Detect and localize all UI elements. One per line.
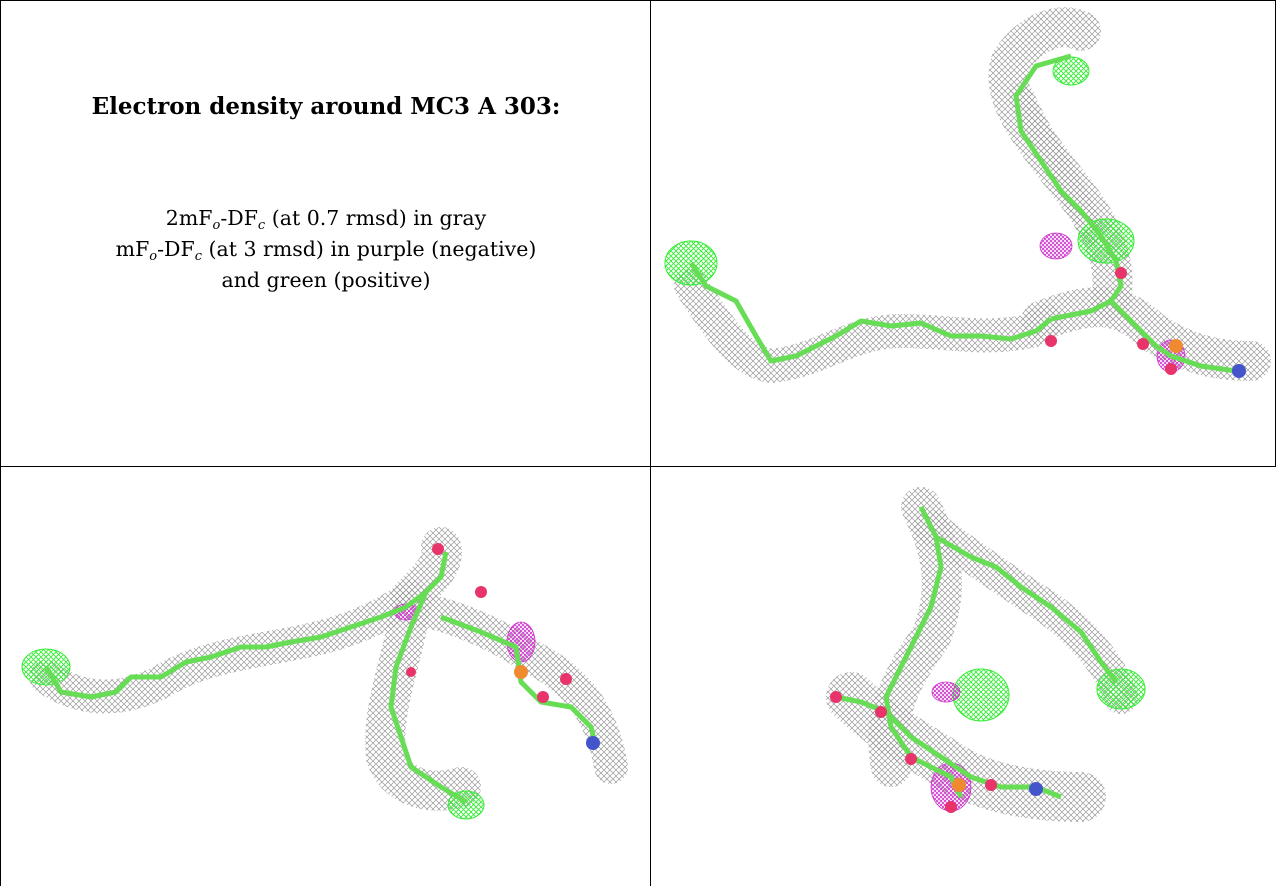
rule-middle-horizontal-right: [634, 466, 1276, 467]
ligand-head-sticks: [440, 614, 599, 748]
caption-text: 2mF: [165, 206, 213, 230]
molecule-render: [21, 527, 628, 820]
oxygen-atom: [945, 801, 957, 813]
oxygen-atom: [875, 706, 887, 718]
nitrogen-atom: [1232, 364, 1246, 378]
caption-text: -DF: [220, 206, 258, 230]
density-view-top-right: [651, 1, 1275, 466]
ligand-tail-sticks: [688, 261, 1053, 364]
rule-middle-horizontal-left: [0, 466, 634, 467]
ligand-head-sticks: [1109, 299, 1237, 374]
density-negative: [931, 681, 961, 703]
caption-subscript: o: [149, 249, 158, 264]
oxygen-atom: [1115, 267, 1127, 279]
oxygen-atom: [432, 543, 444, 555]
density-negative: [1039, 232, 1073, 260]
caption-text: mF: [115, 237, 150, 261]
caption-text: -DF: [157, 237, 195, 261]
nitrogen-atom: [1029, 782, 1043, 796]
density-2fofc: [29, 580, 428, 714]
ligand-tail-sticks: [43, 551, 449, 700]
oxygen-atom: [1165, 363, 1177, 375]
ligand-head-sticks: [835, 694, 1062, 800]
phosphorus-atom: [1169, 339, 1183, 353]
oxygen-atom: [1137, 338, 1149, 350]
density-negative: [506, 621, 536, 663]
density-2fofc: [674, 269, 1063, 384]
density-2fofc: [394, 590, 628, 784]
caption-subscript: o: [212, 218, 221, 233]
text-panel: Electron density around MC3 A 303: 2mFo-…: [1, 1, 650, 466]
caption-subscript: c: [257, 218, 266, 233]
density-view-bottom-right: [651, 467, 1275, 886]
ligand-chain-sticks: [388, 591, 468, 805]
phosphorus-atom: [952, 778, 966, 792]
figure-caption: 2mFo-DFc (at 0.7 rmsd) in gray mFo-DFc (…: [1, 203, 650, 296]
ligand-tail-sticks: [934, 534, 1118, 684]
rule-middle-vertical: [650, 0, 651, 886]
oxygen-atom: [1045, 335, 1057, 347]
oxygen-atom: [905, 753, 917, 765]
oxygen-atom: [406, 667, 416, 677]
caption-text: (at 0.7 rmsd) in gray: [265, 206, 487, 230]
caption-line-3: and green (positive): [221, 268, 431, 292]
density-positive: [1096, 668, 1146, 710]
caption-text: (at 3 rmsd) in purple (negative): [202, 237, 537, 261]
caption-line-2fofc: 2mFo-DFc (at 0.7 rmsd) in gray: [1, 203, 650, 234]
oxygen-atom: [560, 673, 572, 685]
ligand-chain-sticks: [883, 505, 964, 799]
phosphorus-atom: [514, 665, 528, 679]
density-view-bottom-left: [1, 467, 650, 886]
density-positive: [952, 668, 1010, 722]
figure-title: Electron density around MC3 A 303:: [91, 93, 561, 120]
oxygen-atom: [475, 586, 487, 598]
nitrogen-atom: [586, 736, 600, 750]
rule-top: [0, 0, 1276, 1]
rule-left: [0, 0, 1, 886]
density-2fofc: [1021, 287, 1271, 381]
molecule-render: [826, 487, 1146, 822]
molecule-render: [664, 7, 1271, 384]
oxygen-atom: [830, 691, 842, 703]
oxygen-atom: [985, 779, 997, 791]
caption-subscript: c: [194, 249, 202, 264]
caption-line-fofc: mFo-DFc (at 3 rmsd) in purple (negative): [1, 234, 650, 265]
oxygen-atom: [537, 691, 549, 703]
